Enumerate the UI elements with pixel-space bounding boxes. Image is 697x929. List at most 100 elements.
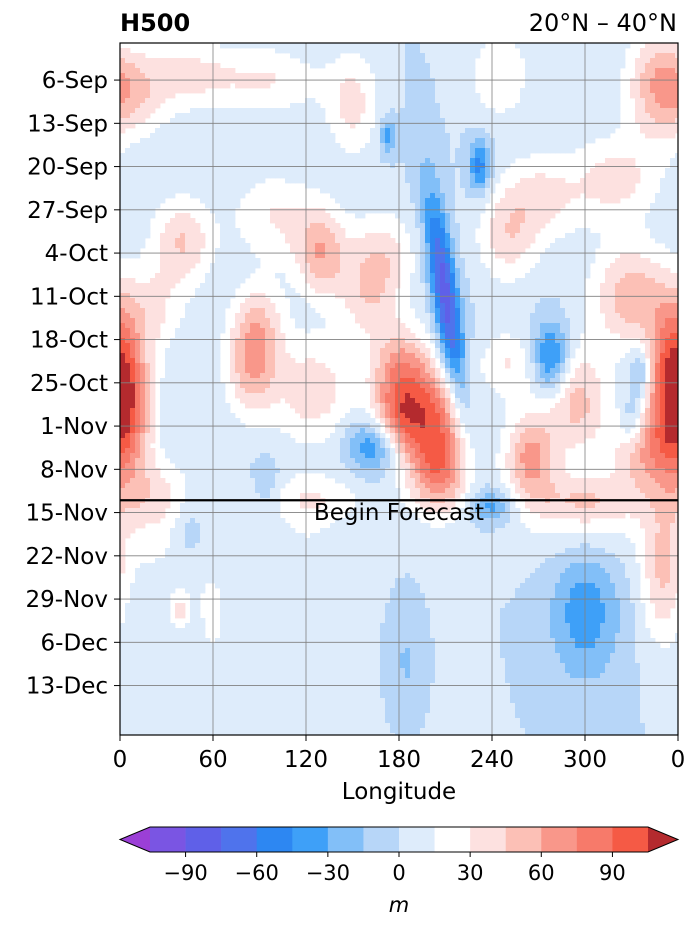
field-cell bbox=[385, 233, 391, 239]
field-cell bbox=[635, 258, 641, 264]
field-cell bbox=[365, 188, 371, 194]
field-cell bbox=[155, 148, 161, 154]
field-cell bbox=[665, 118, 671, 124]
field-cell bbox=[530, 103, 536, 109]
field-cell bbox=[340, 268, 346, 274]
field-cell bbox=[140, 138, 146, 144]
field-cell bbox=[320, 223, 326, 229]
field-cell bbox=[665, 343, 671, 349]
field-cell bbox=[230, 123, 236, 129]
field-cell bbox=[465, 193, 471, 199]
field-cell bbox=[200, 113, 206, 119]
field-cell bbox=[205, 118, 211, 124]
field-cell bbox=[450, 58, 456, 64]
field-cell bbox=[290, 48, 296, 54]
field-cell bbox=[465, 318, 471, 324]
field-cell bbox=[485, 123, 491, 129]
field-cell bbox=[660, 273, 666, 279]
field-cell bbox=[470, 178, 476, 184]
field-cell bbox=[290, 223, 296, 229]
field-cell bbox=[325, 268, 331, 274]
field-cell bbox=[280, 283, 286, 289]
field-cell bbox=[640, 108, 646, 114]
field-cell bbox=[265, 78, 271, 84]
field-cell bbox=[185, 268, 191, 274]
field-cell bbox=[660, 323, 666, 329]
field-cell bbox=[350, 173, 356, 179]
field-cell bbox=[535, 273, 541, 279]
field-cell bbox=[130, 168, 136, 174]
field-cell bbox=[345, 298, 351, 304]
field-cell bbox=[320, 238, 326, 244]
field-cell bbox=[130, 213, 136, 219]
field-cell bbox=[570, 58, 576, 64]
field-cell bbox=[550, 63, 556, 69]
field-cell bbox=[550, 198, 556, 204]
field-cell bbox=[575, 118, 581, 124]
field-cell bbox=[240, 348, 246, 354]
field-cell bbox=[515, 118, 521, 124]
field-cell bbox=[525, 348, 531, 354]
field-cell bbox=[240, 343, 246, 349]
field-cell bbox=[470, 303, 476, 309]
field-cell bbox=[460, 53, 466, 59]
field-cell bbox=[550, 98, 556, 104]
field-cell bbox=[395, 253, 401, 259]
field-cell bbox=[610, 198, 616, 204]
field-cell bbox=[200, 328, 206, 334]
field-cell bbox=[135, 63, 141, 69]
field-cell bbox=[425, 138, 431, 144]
field-cell bbox=[500, 233, 506, 239]
field-cell bbox=[545, 278, 551, 284]
field-cell bbox=[420, 188, 426, 194]
field-cell bbox=[230, 273, 236, 279]
field-cell bbox=[140, 323, 146, 329]
field-cell bbox=[150, 158, 156, 164]
field-cell bbox=[455, 193, 461, 199]
field-cell bbox=[550, 243, 556, 249]
field-cell bbox=[660, 113, 666, 119]
field-cell bbox=[330, 258, 336, 264]
field-cell bbox=[525, 228, 531, 234]
field-cell bbox=[670, 173, 676, 179]
field-cell bbox=[300, 303, 306, 309]
field-cell bbox=[490, 313, 496, 319]
field-cell bbox=[650, 88, 656, 94]
field-cell bbox=[300, 238, 306, 244]
field-cell bbox=[475, 178, 481, 184]
field-cell bbox=[270, 118, 276, 124]
field-cell bbox=[545, 48, 551, 54]
field-cell bbox=[620, 268, 626, 274]
field-cell bbox=[380, 108, 386, 114]
field-cell bbox=[470, 348, 476, 354]
field-cell bbox=[645, 123, 651, 129]
field-cell bbox=[355, 98, 361, 104]
field-cell bbox=[520, 238, 526, 244]
field-cell bbox=[230, 338, 236, 344]
field-cell bbox=[370, 303, 376, 309]
field-cell bbox=[385, 103, 391, 109]
field-cell bbox=[480, 308, 486, 314]
field-cell bbox=[295, 153, 301, 159]
field-cell bbox=[195, 328, 201, 334]
field-cell bbox=[195, 178, 201, 184]
field-cell bbox=[130, 88, 136, 94]
field-cell bbox=[205, 158, 211, 164]
field-cell bbox=[155, 78, 161, 84]
field-cell bbox=[625, 43, 631, 49]
field-cell bbox=[340, 83, 346, 89]
field-cell bbox=[480, 328, 486, 334]
field-cell bbox=[130, 183, 136, 189]
field-cell bbox=[165, 143, 171, 149]
field-cell bbox=[455, 168, 461, 174]
field-cell bbox=[265, 353, 271, 359]
field-cell bbox=[410, 43, 416, 49]
field-cell bbox=[410, 103, 416, 109]
field-cell bbox=[575, 313, 581, 319]
field-cell bbox=[235, 338, 241, 344]
field-cell bbox=[670, 223, 676, 229]
field-cell bbox=[660, 133, 666, 139]
field-cell bbox=[635, 278, 641, 284]
field-cell bbox=[445, 58, 451, 64]
field-cell bbox=[260, 338, 266, 344]
